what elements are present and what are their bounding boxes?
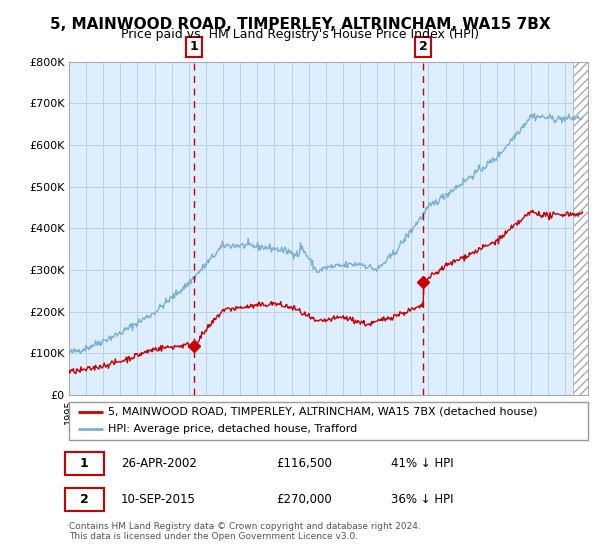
Text: 1: 1	[190, 40, 199, 53]
Text: Contains HM Land Registry data © Crown copyright and database right 2024.
This d: Contains HM Land Registry data © Crown c…	[69, 522, 421, 542]
Text: 2: 2	[80, 493, 89, 506]
Text: Price paid vs. HM Land Registry's House Price Index (HPI): Price paid vs. HM Land Registry's House …	[121, 28, 479, 41]
FancyBboxPatch shape	[65, 488, 104, 511]
Text: 5, MAINWOOD ROAD, TIMPERLEY, ALTRINCHAM, WA15 7BX (detached house): 5, MAINWOOD ROAD, TIMPERLEY, ALTRINCHAM,…	[108, 407, 538, 417]
Text: 41% ↓ HPI: 41% ↓ HPI	[391, 457, 454, 470]
Text: 2: 2	[419, 40, 428, 53]
Text: 26-APR-2002: 26-APR-2002	[121, 457, 197, 470]
Text: 36% ↓ HPI: 36% ↓ HPI	[391, 493, 453, 506]
Text: HPI: Average price, detached house, Trafford: HPI: Average price, detached house, Traf…	[108, 424, 357, 435]
Text: 10-SEP-2015: 10-SEP-2015	[121, 493, 196, 506]
Text: 5, MAINWOOD ROAD, TIMPERLEY, ALTRINCHAM, WA15 7BX: 5, MAINWOOD ROAD, TIMPERLEY, ALTRINCHAM,…	[50, 17, 550, 32]
FancyBboxPatch shape	[69, 402, 588, 440]
Text: 1: 1	[80, 457, 89, 470]
Text: £116,500: £116,500	[277, 457, 332, 470]
Bar	[572, 62, 588, 395]
FancyBboxPatch shape	[65, 452, 104, 475]
Text: £270,000: £270,000	[277, 493, 332, 506]
